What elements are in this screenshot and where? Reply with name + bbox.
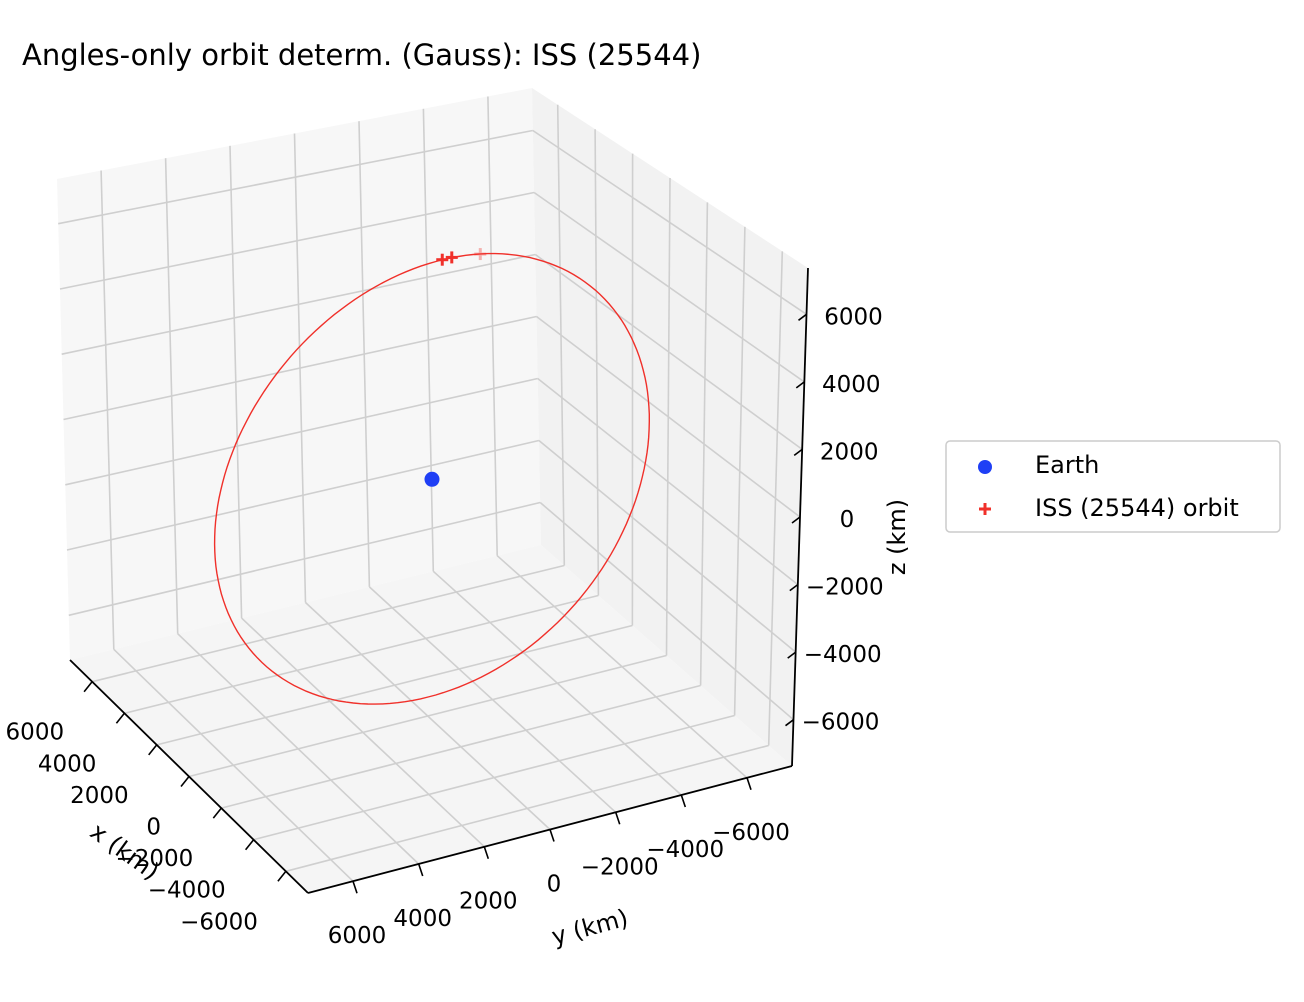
z-tick: [789, 583, 799, 592]
z-tick-label: 2000: [820, 439, 879, 465]
grid-line: [68, 501, 541, 617]
orbit-point: [474, 248, 487, 261]
legend-marker-earth: [978, 460, 992, 474]
y-tick: [614, 812, 621, 825]
grid-line: [58, 129, 533, 225]
z-tick: [785, 719, 794, 727]
orbit-path: [213, 252, 650, 705]
axis-ticks: 6000400020000−2000−4000−6000600040002000…: [6, 304, 884, 949]
data-marks: [213, 248, 650, 705]
x-tick-label: −6000: [180, 909, 258, 935]
y-tick-label: −2000: [581, 854, 659, 880]
grid-line: [496, 555, 748, 779]
legend-label-orbit: ISS (25544) orbit: [1035, 494, 1239, 522]
chart-title: Angles-only orbit determ. (Gauss): ISS (…: [22, 38, 701, 72]
z-tick-label: 0: [840, 507, 855, 533]
y-tick: [746, 777, 752, 791]
grid-line: [65, 377, 538, 486]
grid-line: [59, 191, 535, 290]
grid-line: [533, 191, 805, 383]
orbit-point: [445, 251, 458, 264]
pane-back: [57, 88, 541, 660]
x-tick-label: −4000: [148, 878, 226, 904]
z-tick: [787, 651, 797, 659]
x-tick: [83, 681, 93, 693]
earth-point: [424, 471, 440, 487]
grid-line: [304, 601, 551, 831]
y-tick-label: 0: [547, 872, 562, 898]
z-tick: [795, 381, 805, 389]
grid-line: [538, 439, 797, 653]
grid-line: [61, 253, 536, 355]
z-tick-label: 4000: [822, 372, 881, 398]
y-tick-label: 2000: [459, 889, 518, 915]
x-tick: [115, 712, 126, 724]
z-tick: [791, 516, 801, 524]
grid-line: [532, 129, 807, 315]
z-tick-label: 6000: [824, 304, 883, 330]
x-tick-label: 2000: [70, 783, 129, 809]
y-tick-label: 4000: [393, 906, 452, 932]
legend-frame: [945, 440, 1281, 533]
grid-line: [177, 633, 420, 865]
grid-line: [66, 439, 540, 551]
y-tick: [352, 880, 358, 894]
y-tick-label: −4000: [646, 837, 724, 863]
z-tick-label: −2000: [806, 575, 884, 601]
y-axis-label: y (km): [549, 904, 631, 951]
x-tick: [277, 870, 287, 882]
grid-line: [241, 617, 485, 848]
y-tick: [417, 863, 424, 877]
grid-line: [536, 315, 801, 518]
x-tick-label: 0: [146, 815, 161, 841]
z-tick-label: −4000: [804, 642, 882, 668]
x-tick-label: 6000: [6, 720, 65, 746]
x-tick: [244, 839, 255, 851]
z-tick-label: −6000: [802, 710, 880, 736]
z-axis-label: z (km): [883, 499, 911, 575]
legend-label-earth: Earth: [1035, 451, 1099, 479]
x-tick: [148, 744, 158, 756]
y-tick: [680, 794, 687, 808]
x-tick: [212, 807, 222, 819]
grid-line: [537, 377, 799, 586]
y-tick-label: 6000: [328, 923, 387, 949]
y-tick: [549, 829, 555, 842]
y-tick-label: −6000: [712, 820, 790, 846]
z-tick: [798, 313, 807, 321]
grid-lines: [58, 96, 807, 882]
legend: Earth ISS (25544) orbit: [945, 440, 1281, 533]
grid-line: [539, 501, 795, 721]
grid-line: [534, 253, 803, 451]
grid-line: [432, 570, 682, 796]
y-tick: [483, 846, 490, 859]
pane-right: [532, 88, 808, 766]
grid-line: [368, 586, 617, 813]
x-tick-label: −2000: [115, 846, 193, 872]
grid-line: [113, 648, 354, 882]
legend-marker-orbit: [979, 503, 991, 515]
x-tick: [180, 776, 190, 787]
orbit-point: [436, 253, 449, 266]
grid-line: [63, 315, 537, 421]
x-tick-label: 4000: [38, 751, 97, 777]
z-tick: [793, 448, 803, 457]
